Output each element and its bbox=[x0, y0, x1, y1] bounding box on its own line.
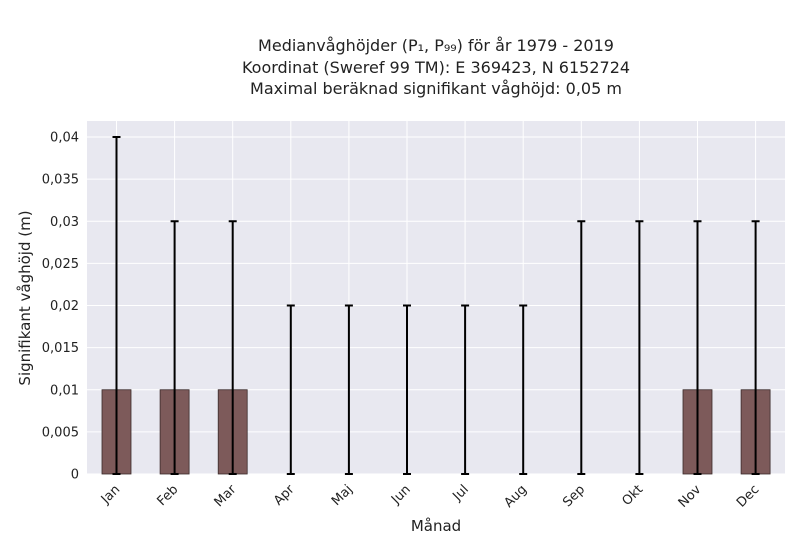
x-tick-label: Sep bbox=[560, 482, 588, 510]
error-bar-feb bbox=[170, 220, 179, 475]
y-tick-label: 0,03 bbox=[50, 215, 79, 230]
x-tick-label: Okt bbox=[619, 482, 646, 509]
error-bar-dec bbox=[751, 220, 760, 475]
x-tick-label: Jun bbox=[388, 482, 414, 508]
y-axis-ticks: 0 0,005 0,01 0,015 0,02 0,025 0,03 0,035 0,04 bbox=[42, 131, 79, 483]
error-bar-sep bbox=[577, 220, 586, 475]
x-tick-label: Nov bbox=[676, 482, 705, 511]
error-bar-okt bbox=[635, 220, 644, 475]
x-tick-label: Jul bbox=[450, 482, 472, 504]
x-tick-label: Dec bbox=[734, 482, 762, 510]
x-tick-label: Apr bbox=[271, 482, 298, 509]
error-bar-aug bbox=[519, 304, 528, 475]
error-bar-jan bbox=[112, 136, 121, 475]
y-tick-label: 0,015 bbox=[42, 341, 79, 356]
y-tick-label: 0,035 bbox=[42, 173, 79, 188]
title-line-2: Koordinat (Sweref 99 TM): E 369423, N 61… bbox=[242, 58, 630, 77]
error-bar-jul bbox=[461, 304, 470, 475]
x-axis-ticks: Jan Feb Mar Apr Maj Jun Jul Aug Sep Okt Nov Dec bbox=[98, 482, 763, 511]
error-bar-maj bbox=[344, 304, 353, 475]
y-tick-label: 0,04 bbox=[50, 131, 79, 146]
x-tick-label: Maj bbox=[329, 482, 356, 509]
title-line-3: Maximal beräknad signifikant våghöjd: 0,… bbox=[250, 79, 622, 98]
x-tick-label: Aug bbox=[501, 482, 530, 511]
x-tick-label: Feb bbox=[155, 482, 182, 509]
error-bar-mar bbox=[228, 220, 237, 475]
x-tick-label: Mar bbox=[212, 482, 240, 510]
error-bars bbox=[112, 136, 760, 475]
x-tick-label: Jan bbox=[98, 482, 123, 507]
y-tick-label: 0,01 bbox=[50, 383, 79, 398]
y-tick-label: 0,005 bbox=[42, 425, 79, 440]
error-bar-apr bbox=[286, 304, 295, 475]
title-line-1: Medianvåghöjder (P₁, P₉₉) för år 1979 - … bbox=[258, 36, 614, 55]
error-bar-jun bbox=[403, 304, 411, 475]
y-tick-label: 0 bbox=[71, 468, 79, 483]
x-axis-label: Månad bbox=[411, 517, 461, 535]
plot-area bbox=[87, 121, 785, 474]
error-bar-nov bbox=[693, 220, 702, 475]
y-axis-label: Signifikant våghöjd (m) bbox=[16, 210, 34, 385]
y-tick-label: 0,02 bbox=[50, 299, 79, 314]
chart-title: Medianvåghöjder (P₁, P₉₉) för år 1979 - … bbox=[242, 36, 630, 98]
y-tick-label: 0,025 bbox=[42, 257, 79, 272]
